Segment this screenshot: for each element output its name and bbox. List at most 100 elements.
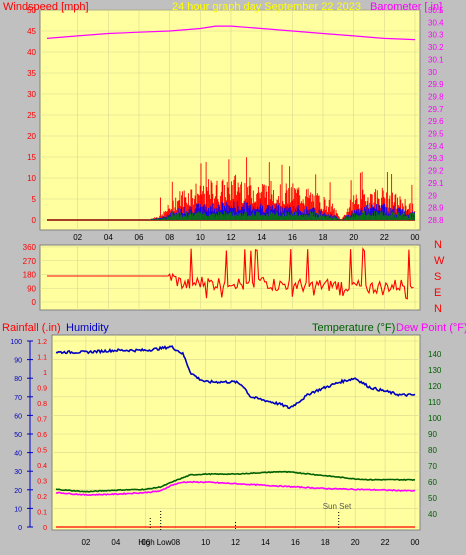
barometer-line — [46, 25, 416, 41]
compass-letter: E — [434, 287, 441, 299]
wind-hour-tick: 20 — [349, 233, 358, 242]
wind-hour-tick: 06 — [135, 233, 144, 242]
compass-letter: N — [434, 239, 442, 251]
barometer-tick: 29.7 — [428, 105, 444, 114]
barometer-tick: 29.6 — [428, 117, 444, 126]
barometer-tick: 30.2 — [428, 43, 444, 52]
rainfall-tick: 0.7 — [37, 417, 47, 424]
rainfall-tick: 0.5 — [37, 448, 47, 455]
temp-time-axis: 02 04 06 08 10 12 14 16 18 20 22 00 — [81, 538, 420, 547]
direction-tick: 180 — [23, 271, 37, 280]
humidity-axis: 0 10 20 30 40 50 60 70 80 90 100 — [10, 339, 22, 532]
humidity-tick: 80 — [14, 376, 22, 383]
rainfall-title: Rainfall (.in) — [2, 322, 61, 334]
windspeed-title: Windspeed [mph] — [3, 1, 89, 13]
direction-tick: 360 — [23, 243, 37, 252]
temp-hour-tick: 22 — [381, 538, 390, 547]
direction-grid — [40, 245, 420, 310]
rainfall-tick: 0.8 — [37, 401, 47, 408]
humidity-tick: 100 — [10, 339, 22, 346]
barometer-tick: 30.5 — [428, 6, 444, 15]
temperature-tick: 110 — [428, 398, 441, 407]
temp-hour-tick: 06 — [141, 538, 150, 547]
barometer-tick: 29.1 — [428, 179, 444, 188]
temp-hour-tick: 20 — [351, 538, 360, 547]
barometer-title: Barometer [.in] — [370, 1, 442, 13]
wind-speed-tick: 10 — [27, 174, 36, 183]
barometer-tick: 29.9 — [428, 80, 444, 89]
humidity-tick: 40 — [14, 451, 22, 458]
wind-speed-tick: 5 — [32, 195, 37, 204]
temperature-tick: 90 — [428, 430, 437, 439]
high-tide-label: High — [138, 538, 154, 547]
humidity-tick: 70 — [14, 395, 22, 402]
temperature-tick: 130 — [428, 366, 442, 375]
rainfall-tick: 0.3 — [37, 479, 47, 486]
wind-direction-line — [47, 247, 414, 300]
rainfall-axis: 0 0.1 0.2 0.3 0.4 0.5 0.6 0.7 0.8 0.9 1 1.1 1.2 — [37, 339, 47, 532]
temperature-tick: 50 — [428, 494, 437, 503]
temp-grid — [27, 335, 420, 530]
temperature-tick: 140 — [428, 350, 442, 359]
humidity-tick: 90 — [14, 358, 22, 365]
barometer-tick: 30.3 — [428, 31, 444, 40]
rainfall-tick: 1.2 — [37, 339, 47, 346]
rainfall-tick: 0.9 — [37, 386, 47, 393]
temp-hour-tick: 04 — [111, 538, 120, 547]
wind-hour-tick: 18 — [319, 233, 328, 242]
wind-speed-tick: 40 — [27, 48, 36, 57]
humidity-tick: 20 — [14, 488, 22, 495]
wind-speed-tick: 20 — [27, 132, 36, 141]
wind-hour-tick: 08 — [165, 233, 174, 242]
temperature-title: Temperature (°F) — [312, 322, 395, 334]
barometer-tick: 28.9 — [428, 204, 444, 213]
humidity-title: Humidity — [66, 322, 109, 334]
temp-hour-tick: 18 — [321, 538, 330, 547]
temperature-tick: 40 — [428, 510, 437, 519]
temp-hour-tick: 14 — [261, 538, 270, 547]
barometer-tick: 29.5 — [428, 130, 444, 139]
humidity-line — [55, 345, 416, 410]
temperature-tick: 80 — [428, 446, 437, 455]
wind-hour-tick: 12 — [227, 233, 236, 242]
tide-sun-annotations: High Low Sun Set — [138, 502, 352, 547]
barometer-tick: 28.8 — [428, 216, 444, 225]
temp-hour-tick: 12 — [231, 538, 240, 547]
direction-tick: 90 — [27, 284, 36, 293]
barometer-axis: 28.8 28.9 29 29.1 29.2 29.3 29.4 29.5 29.6 29.7 29… — [428, 6, 444, 225]
temp-hour-tick: 02 — [81, 538, 90, 547]
direction-axis: 0 90 180 270 360 — [23, 243, 37, 307]
temperature-tick: 60 — [428, 478, 437, 487]
wind-speed-tick: 0 — [32, 216, 37, 225]
barometer-tick: 29.3 — [428, 154, 444, 163]
wind-speed-tick: 15 — [27, 153, 36, 162]
temperature-line — [55, 470, 416, 493]
compass-letter: S — [434, 271, 441, 283]
rainfall-tick: 0 — [43, 525, 47, 532]
humidity-tick: 30 — [14, 469, 22, 476]
wind-hour-tick: 00 — [411, 233, 420, 242]
temp-hour-tick: 00 — [411, 538, 420, 547]
wind-hour-tick: 14 — [257, 233, 266, 242]
barometer-tick: 29 — [428, 191, 437, 200]
graph-title: 24 hour graph day September 22 2023 — [172, 1, 361, 13]
barometer-tick: 29.8 — [428, 92, 444, 101]
wind-speed-tick: 50 — [27, 6, 36, 15]
wind-speed-tick: 25 — [27, 111, 36, 120]
dew-point-line — [55, 480, 416, 497]
dewpoint-title: Dew Point (°F) — [396, 322, 466, 334]
humidity-tick: 10 — [14, 506, 22, 513]
barometer-tick: 29.4 — [428, 142, 444, 151]
barometer-tick: 29.2 — [428, 167, 444, 176]
temperature-tick: 70 — [428, 462, 437, 471]
compass-letter: N — [434, 303, 442, 315]
temp-hour-tick: 10 — [201, 538, 210, 547]
direction-tick: 0 — [32, 298, 37, 307]
rainfall-tick: 1 — [43, 370, 47, 377]
wind-speed-series — [47, 157, 415, 221]
wind-hour-tick: 16 — [288, 233, 297, 242]
direction-plot-area — [39, 244, 421, 311]
barometer-tick: 30.1 — [428, 55, 444, 64]
sunset-label: Sun Set — [323, 502, 352, 511]
barometer-tick: 30 — [428, 68, 437, 77]
